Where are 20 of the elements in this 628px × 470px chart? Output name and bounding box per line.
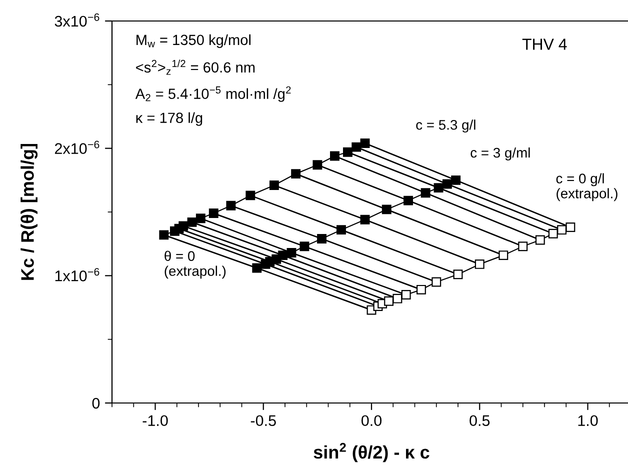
x-tick-label: -1.0 [142, 415, 168, 426]
annotation: κ = 178 l/g [136, 112, 202, 126]
y-tick-label: 1x10$^{−6}$ [55, 268, 100, 282]
x-axis-title: sin$^{2}$ (θ/2) - κ c [314, 442, 430, 462]
y-axis-title: Kc / R(θ) [mol/g] [20, 144, 38, 280]
annotation: c = 0 g/l (extrapol.) [556, 173, 618, 202]
annotation: <s$^{2}$>$_{z}$$^{1/2}$ = 60.6 nm [136, 60, 255, 75]
y-tick-label: 2x10$^{−6}$ [54, 140, 100, 154]
y-tick-label: 0 [92, 398, 100, 409]
annotation: c = 5.3 g/l [416, 120, 476, 133]
annotation: θ = 0 (extrapol.) [164, 250, 226, 279]
x-tick-label: -0.5 [250, 415, 276, 426]
x-tick-label: 0.0 [361, 415, 382, 426]
annotation: A$_{2}$ = 5.4·10$^{−5}$ mol·ml /g$^{2}$ [135, 86, 291, 102]
annotation: M$_{w}$ = 1350 kg/mol [136, 34, 250, 48]
annotation: c = 3 g/ml [470, 147, 530, 160]
x-tick-label: 1.0 [578, 415, 598, 426]
y-tick-label: 3x10$^{−6}$ [54, 13, 100, 27]
x-tick-label: 0.5 [470, 415, 490, 426]
annotation: THV 4 [522, 38, 567, 50]
